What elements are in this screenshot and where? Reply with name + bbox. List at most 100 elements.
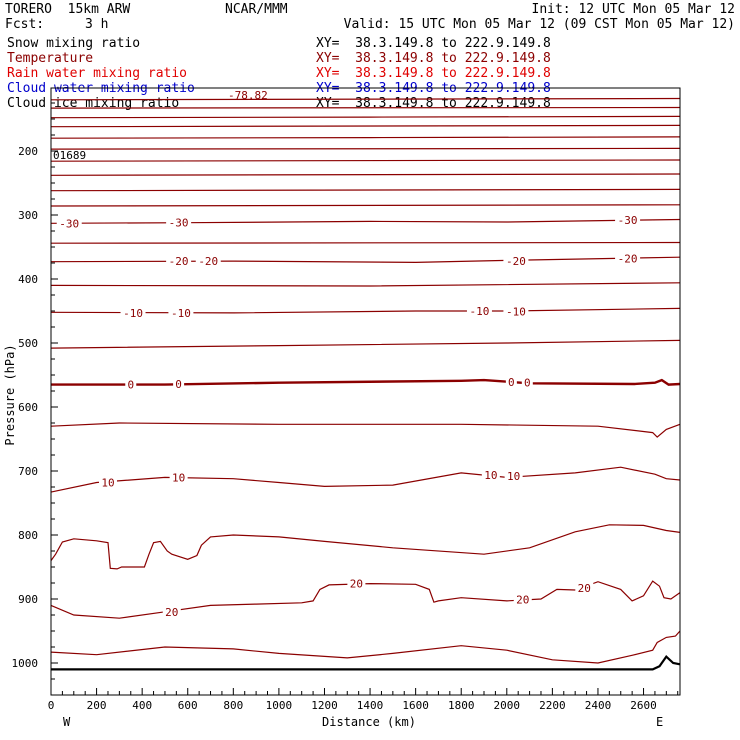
contour-label-20: 20 [516,594,529,607]
contour-line-neg30-10 [50,218,681,224]
x-tick-label-2200: 2200 [539,699,566,712]
contour-label-13: 0 [508,376,515,389]
contour-label-19: 20 [350,578,363,591]
contour-label-bg-17 [481,468,500,481]
y-tick-label-400: 400 [18,273,38,286]
legend-xy-temperature: XY= 38.3.149.8 to 222.9.149.8 [316,51,551,66]
y-axis-title: Pressure (hPa) [3,344,17,445]
legend-name-cloud-ice: Cloud ice mixing ratio [7,96,180,111]
contour-line-unlabeled-21 [50,630,681,664]
contour-label-5: -20 [506,255,526,268]
contour-line-unlabeled-6 [50,159,681,162]
contour-label-bg-8 [168,306,194,319]
contour-line-unlabeled-8 [50,188,681,192]
x-tick-label-1000: 1000 [266,699,293,712]
contour-label-22: 20 [165,606,178,619]
y-tick-label-900: 900 [18,593,38,606]
contour-line-unlabeled-2 [50,115,681,119]
x-tick-label-2000: 2000 [494,699,521,712]
contour-line-unlabeled-9 [50,204,681,207]
y-tick-label-600: 600 [18,401,38,414]
contour-label-2: -30 [618,214,638,227]
contour-label-12: 0 [175,378,182,391]
contour-label-bg-10 [503,305,529,318]
annotation-min-value: -78.82 [228,89,268,102]
contour-label-1: -30 [169,217,189,230]
contour-label-bg-0 [56,217,82,230]
x-axis-right-end: E [656,715,663,729]
legend-xy-rain: XY= 38.3.149.8 to 222.9.149.8 [316,66,551,81]
contour-label-9: -10 [470,305,490,318]
legend-name-cloud-water: Cloud water mixing ratio [7,81,195,96]
x-tick-label-600: 600 [178,699,198,712]
legend-name-temperature: Temperature [7,51,94,66]
contour-label-11: 0 [127,379,134,392]
contour-label-0: -30 [59,217,79,230]
x-axis-left-end: W [63,715,71,729]
contour-line-neg10-14 [50,307,681,314]
contour-label-bg-9 [466,305,492,317]
contour-label-14: 0 [524,377,531,390]
contour-line-unlabeled-5 [50,147,681,150]
contour-line-unlabeled-3 [50,124,681,128]
contour-line-neg20-12 [50,256,681,264]
contour-line-unlabeled-15 [50,339,681,349]
contour-label-21: 20 [578,582,591,595]
y-tick-label-800: 800 [18,529,38,542]
contour-label-bg-22 [162,605,181,618]
contour-label-7: -10 [123,307,143,320]
x-tick-label-1200: 1200 [311,699,338,712]
temperature-contours [50,97,681,671]
x-tick-label-1600: 1600 [402,699,429,712]
x-tick-label-200: 200 [87,699,107,712]
contour-label-bg-15 [98,476,117,489]
contour-label-8: -10 [171,307,191,320]
contour-labels: -30 -30 -30-20 -20 -20 -20-10 -10 -10 -100 0 0 010 1… [56,214,641,619]
contour-label-bg-6 [615,252,641,265]
contour-line-10-18 [50,466,681,493]
contour-label-bg-5 [503,255,529,268]
x-tick-label-2600: 2600 [630,699,657,712]
contour-line-unlabeled-19 [50,524,681,570]
contour-label-bg-3 [166,255,192,268]
y-tick-label-1000: 1000 [12,657,39,670]
contour-label-bg-12 [173,377,185,390]
contour-label-15: 10 [101,477,114,490]
contour-label-bg-11 [125,378,137,391]
model-title: TORERO 15km ARW [5,2,131,17]
legend-name-rain: Rain water mixing ratio [7,66,188,81]
y-tick-label-300: 300 [18,209,38,222]
contour-label-6: -20 [618,253,638,266]
contour-line-20-20 [50,580,681,619]
y-tick-label-700: 700 [18,465,38,478]
contour-label-4: -20 [198,255,218,268]
x-tick-label-800: 800 [223,699,243,712]
x-tick-label-2400: 2400 [585,699,612,712]
center-title: NCAR/MMM [225,2,288,17]
legend-name-snow: Snow mixing ratio [7,36,141,51]
contour-label-bg-18 [504,470,523,483]
contour-line-unlabeled-7 [50,173,681,176]
legend-xy-snow: XY= 38.3.149.8 to 222.9.149.8 [316,36,551,51]
contour-label-bg-19 [347,577,366,590]
x-tick-label-1400: 1400 [357,699,384,712]
contour-label-bg-4 [195,255,221,268]
legend-xy-cloud-water: XY= 38.3.149.8 to 222.9.149.8 [316,81,551,96]
contour-label-18: 10 [507,470,520,483]
axes [50,87,681,696]
y-tick-label-500: 500 [18,337,38,350]
forecast-label: Fcst: [5,17,45,32]
x-tick-label-1800: 1800 [448,699,475,712]
x-axis-title: Distance (km) [322,715,416,729]
forecast-value: 3 h [85,17,109,32]
contour-line-unlabeled-17 [50,422,681,438]
x-tick-label-400: 400 [132,699,152,712]
contour-label-bg-20 [513,593,532,606]
y-tick-label-200: 200 [18,145,38,158]
contour-line-unlabeled-13 [50,282,681,287]
contour-label-bg-7 [120,306,146,319]
contour-label-10: -10 [506,306,526,319]
surface-pressure-line [51,654,681,671]
valid-time: Valid: 15 UTC Mon 05 Mar 12 (09 CST Mon … [343,17,735,32]
